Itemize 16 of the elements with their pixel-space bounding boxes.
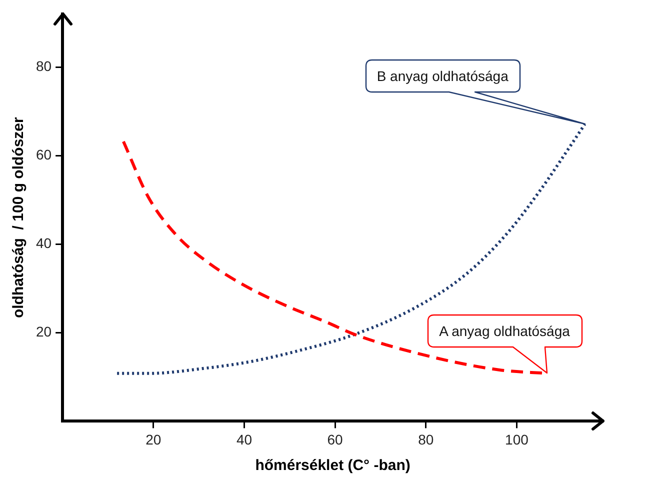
x-tick-label: 100 [505,431,529,448]
speech-bubble: B anyag oldhatósága [364,58,587,126]
x-axis-title: hőmérséklet (C° -ban) [255,457,410,474]
x-tick-label: 60 [327,431,344,448]
x-tick-label: 40 [236,431,252,448]
line-series [116,122,586,375]
y-tick-label: 80 [36,58,52,74]
annotation: A anyag oldhatósága [439,323,570,340]
x-tick-label: 80 [418,431,434,448]
y-axis-title: oldhatóság / 100 g oldószer [10,117,28,318]
y-tick-label: 20 [36,324,52,340]
annotation: B anyag oldhatósága [376,68,508,84]
y-tick-label: 60 [36,146,52,162]
y-tick-label: 40 [36,235,52,252]
speech-bubble: A anyag oldhatósága [426,313,584,376]
x-tick-label: 20 [146,431,162,448]
